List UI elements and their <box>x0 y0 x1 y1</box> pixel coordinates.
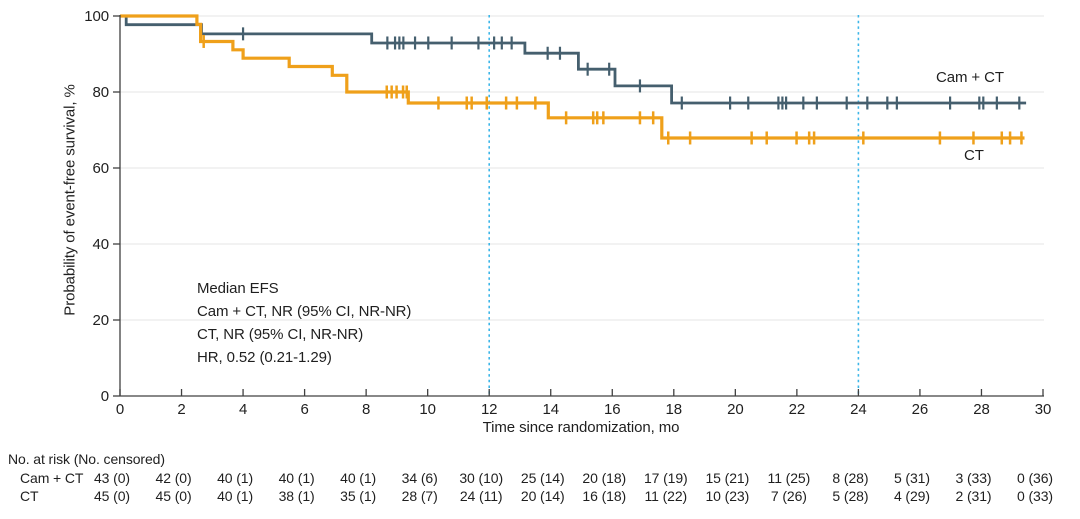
x-tick-label: 6 <box>300 401 308 418</box>
y-tick-label: 0 <box>101 388 109 405</box>
risk-value: 24 (11) <box>460 488 503 504</box>
x-tick-label: 30 <box>1035 401 1052 418</box>
x-tick-label: 26 <box>912 401 929 418</box>
x-tick-label: 20 <box>727 401 744 418</box>
risk-row-label-ct: CT <box>20 488 39 504</box>
risk-value: 28 (7) <box>402 488 438 504</box>
annotation-line-hr: HR, 0.52 (0.21-1.29) <box>197 349 332 366</box>
series-cam-ct <box>120 14 1027 110</box>
risk-value: 34 (6) <box>402 470 438 486</box>
risk-value: 5 (31) <box>894 470 930 486</box>
x-tick-label: 12 <box>481 401 498 418</box>
risk-row-label-cam-ct: Cam + CT <box>20 470 84 486</box>
risk-value: 45 (0) <box>94 488 130 504</box>
risk-value: 17 (19) <box>644 470 688 486</box>
risk-value: 4 (29) <box>894 488 930 504</box>
annotation-line-camct: Cam + CT, NR (95% CI, NR-NR) <box>197 303 412 320</box>
x-tick-label: 2 <box>177 401 185 418</box>
median-efs-annotation: Median EFS Cam + CT, NR (95% CI, NR-NR) … <box>197 277 411 369</box>
risk-value: 20 (18) <box>582 470 626 486</box>
x-tick-label: 4 <box>239 401 247 418</box>
risk-value: 45 (0) <box>156 488 192 504</box>
x-tick-label: 24 <box>850 401 867 418</box>
risk-value: 40 (1) <box>217 488 253 504</box>
y-tick-label: 80 <box>93 84 110 101</box>
risk-value: 40 (1) <box>279 470 315 486</box>
y-tick-label: 20 <box>93 312 110 329</box>
gridlines <box>120 15 1044 321</box>
reference-lines <box>488 15 860 395</box>
curve-label-ct: CT <box>964 147 984 164</box>
x-tick-label: 10 <box>419 401 436 418</box>
y-tick-label: 60 <box>93 160 110 177</box>
risk-value: 30 (10) <box>459 470 503 486</box>
risk-value: 35 (1) <box>340 488 376 504</box>
risk-value: 43 (0) <box>94 470 130 486</box>
annotation-line-ct: CT, NR (95% CI, NR-NR) <box>197 326 364 343</box>
risk-value: 10 (23) <box>705 488 749 504</box>
risk-table-values: 43 (0) 42 (0) 40 (1) 40 (1) 40 (1) 34 (6) 30 (… <box>94 470 1053 504</box>
x-tick-label: 18 <box>666 401 683 418</box>
risk-value: 11 (22) <box>644 488 687 504</box>
risk-value: 16 (18) <box>582 488 626 504</box>
risk-value: 8 (28) <box>832 470 868 486</box>
x-tick-label: 28 <box>973 401 990 418</box>
risk-value: 0 (36) <box>1017 470 1053 486</box>
risk-value: 42 (0) <box>156 470 192 486</box>
risk-table-header: No. at risk (No. censored) <box>8 451 165 467</box>
x-tick-label: 14 <box>542 401 559 418</box>
series-ct <box>120 14 1025 145</box>
risk-value: 38 (1) <box>279 488 315 504</box>
risk-value: 5 (28) <box>832 488 868 504</box>
risk-value: 2 (31) <box>955 488 991 504</box>
risk-value: 7 (26) <box>771 488 807 504</box>
x-axis-title: Time since randomization, mo <box>482 419 680 436</box>
risk-value: 25 (14) <box>521 470 565 486</box>
annotation-line-median: Median EFS <box>197 280 279 297</box>
y-axis-title: Probability of event-free survival, % <box>61 84 79 316</box>
y-tick-label: 100 <box>84 8 109 25</box>
risk-value: 3 (33) <box>955 470 991 486</box>
risk-value: 40 (1) <box>340 470 376 486</box>
x-tick-label: 16 <box>604 401 621 418</box>
risk-value: 20 (14) <box>521 488 565 504</box>
x-tick-label: 22 <box>789 401 806 418</box>
x-tick-label: 0 <box>116 401 124 418</box>
risk-value: 40 (1) <box>217 470 253 486</box>
curve-label-cam-ct: Cam + CT <box>936 69 1004 86</box>
x-tick-label: 8 <box>362 401 370 418</box>
y-tick-label: 40 <box>93 236 110 253</box>
risk-value: 11 (25) <box>768 470 811 486</box>
risk-value: 15 (21) <box>705 470 749 486</box>
risk-value: 0 (33) <box>1017 488 1053 504</box>
